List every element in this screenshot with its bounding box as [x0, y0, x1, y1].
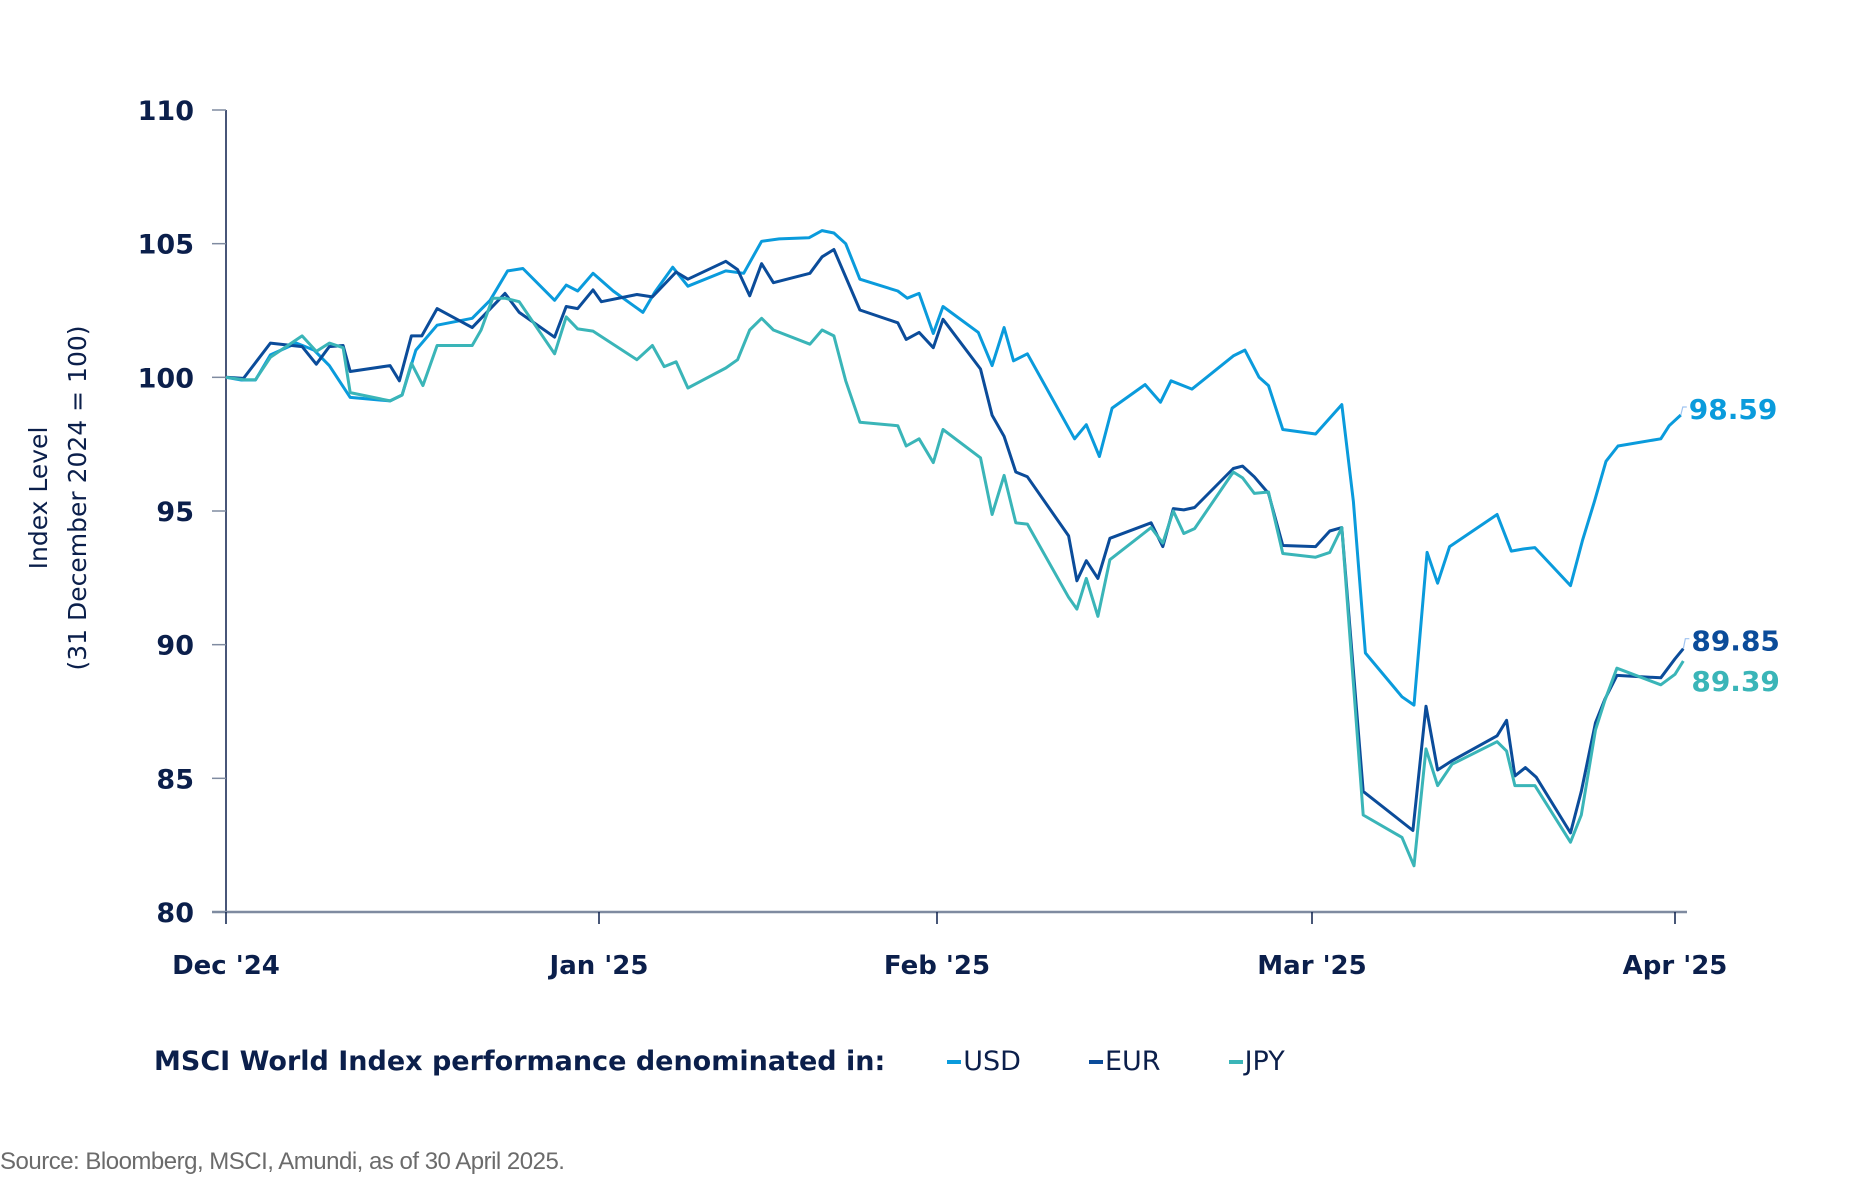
y-tick-label: 95 [156, 497, 194, 528]
source-note: Source: Bloomberg, MSCI, Amundi, as of 3… [0, 1148, 565, 1175]
legend-title: MSCI World Index performance denominated… [154, 1046, 886, 1077]
end-label-jpy: 89.39 [1691, 665, 1780, 698]
y-tick-label: 85 [156, 764, 194, 795]
y-tick-label: 110 [138, 96, 194, 127]
series-lines [225, 229, 1685, 868]
x-tick-label: Mar '25 [1257, 951, 1366, 981]
line-chart: Index Level (31 December 2024 = 100) 808… [24, 96, 1780, 981]
end-label-connector-eur [1682, 638, 1690, 649]
legend-item-eur: EUR [1088, 1046, 1161, 1077]
x-tick-label: Jan '25 [548, 951, 649, 981]
x-tick-label: Feb '25 [884, 951, 990, 981]
legend-label-eur: EUR [1104, 1046, 1161, 1077]
y-tick-label: 100 [138, 363, 194, 394]
end-label-connector-usd [1680, 406, 1687, 416]
legend-item-usd: USD [947, 1046, 1021, 1077]
x-tick-label: Apr '25 [1623, 951, 1728, 981]
legend-swatch-usd [947, 1059, 962, 1064]
legend-label-usd: USD [963, 1046, 1021, 1077]
legend: MSCI World Index performance denominated… [154, 1046, 1353, 1077]
series-line-usd [225, 229, 1682, 707]
x-ticks: Dec '24 Jan '25 Feb '25 Mar '25 Apr '25 [172, 912, 1727, 981]
legend-item-jpy: JPY [1228, 1046, 1285, 1077]
y-tick-label: 80 [156, 898, 194, 929]
end-labels: 98.59 89.85 89.39 [1680, 393, 1780, 698]
y-tick-label: 105 [138, 230, 194, 261]
end-label-usd: 98.59 [1689, 393, 1778, 426]
legend-label-jpy: JPY [1244, 1046, 1285, 1077]
y-tick-label: 90 [156, 631, 194, 662]
axes [212, 110, 1687, 914]
y-ticks: 80 85 90 95 100 105 110 [138, 96, 226, 929]
series-line-jpy [225, 296, 1685, 868]
legend-swatch-eur [1088, 1059, 1103, 1064]
y-axis-label: Index Level [24, 427, 53, 570]
y-axis-title: Index Level (31 December 2024 = 100) [24, 325, 92, 670]
x-tick-label: Dec '24 [172, 951, 280, 981]
end-label-eur: 89.85 [1691, 625, 1780, 658]
y-axis-sublabel: (31 December 2024 = 100) [63, 325, 92, 670]
series-line-eur [225, 248, 1685, 835]
legend-swatch-jpy [1228, 1059, 1243, 1064]
